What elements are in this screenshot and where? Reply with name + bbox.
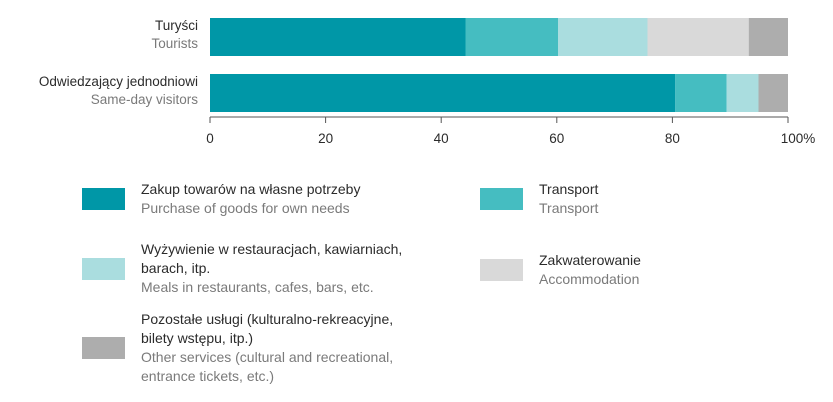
legend-label-meals-line2: barach, itp. — [141, 260, 211, 276]
bar-segment-1-2 — [726, 74, 759, 112]
legend-label-transport-en: Transport — [539, 200, 599, 216]
bar-segment-0-3 — [647, 18, 749, 56]
legend-label-other-line2: bilety wstępu, itp.) — [141, 330, 254, 346]
bar-segment-0-1 — [465, 18, 558, 56]
bar-segment-0-4 — [748, 18, 788, 56]
legend-item-transport: Transport Transport — [480, 180, 598, 218]
legend-item-goods: Zakup towarów na własne potrzeby Purchas… — [82, 180, 360, 218]
legend-swatch-meals — [82, 257, 125, 280]
category-label-same-day: Odwiedzający jednodniowi — [39, 74, 198, 89]
stacked-bar-chart: Turyści Tourists Odwiedzający jednodniow… — [39, 18, 816, 146]
legend-item-meals: Wyżywienie w restauracjach, kawiarniach,… — [82, 240, 402, 297]
category-label-tourists-en: Tourists — [151, 36, 198, 51]
legend-label-other-en-line2: entrance tickets, etc.) — [141, 368, 275, 384]
legend-label-accommodation-en: Accommodation — [539, 271, 640, 287]
x-tick-label-2: 40 — [434, 131, 449, 146]
bar-segments — [210, 18, 788, 112]
category-label-same-day-en: Same-day visitors — [91, 92, 199, 107]
bar-segment-1-0 — [210, 74, 676, 112]
legend-swatch-goods — [82, 188, 125, 210]
legend-label-other-en-line1: Other services (cultural and recreationa… — [141, 349, 394, 365]
legend-item-other: Pozostałe usługi (kulturalno-rekreacyjne… — [82, 310, 393, 386]
legend-swatch-transport — [480, 188, 523, 210]
legend-swatch-other — [82, 337, 125, 359]
legend-label-goods: Zakup towarów na własne potrzeby — [141, 181, 361, 197]
x-tick-label-5: 100% — [781, 131, 816, 146]
x-tick-label-3: 60 — [549, 131, 564, 146]
category-label-tourists: Turyści — [155, 18, 198, 33]
bar-segment-0-0 — [210, 18, 466, 56]
x-tick-label-4: 80 — [665, 131, 680, 146]
legend-swatch-accommodation — [480, 259, 523, 281]
category-labels: Turyści Tourists Odwiedzający jednodniow… — [39, 18, 198, 107]
legend-item-accommodation: Zakwaterowanie Accommodation — [480, 251, 641, 289]
legend-label-other-line1: Pozostałe usługi (kulturalno-rekreacyjne… — [141, 311, 394, 327]
legend-label-goods-en: Purchase of goods for own needs — [141, 200, 350, 216]
legend-label-transport: Transport — [539, 181, 599, 197]
legend-label-meals-en: Meals in restaurants, cafes, bars, etc. — [141, 279, 374, 295]
legend-label-meals-line1: Wyżywienie w restauracjach, kawiarniach, — [141, 241, 403, 257]
x-tick-label-0: 0 — [206, 131, 214, 146]
bar-segment-1-1 — [675, 74, 727, 112]
bar-segment-0-2 — [558, 18, 648, 56]
bar-segment-1-4 — [758, 74, 788, 112]
legend-label-accommodation: Zakwaterowanie — [539, 252, 641, 268]
x-axis: 0 20 40 60 80 100% — [206, 116, 816, 146]
x-tick-label-1: 20 — [318, 131, 333, 146]
